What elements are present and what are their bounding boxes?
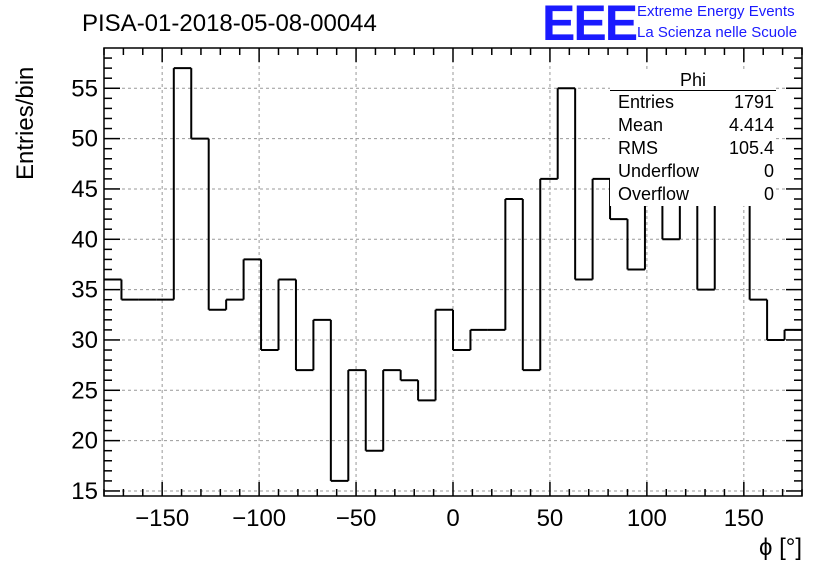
stats-value: 0 — [763, 184, 774, 204]
histogram-bin — [172, 67, 192, 300]
x-tick-label: −50 — [336, 505, 377, 532]
y-tick-label: 45 — [71, 176, 98, 203]
x-tick-label: −150 — [135, 505, 189, 532]
histogram-bin — [626, 219, 645, 271]
stats-label: Mean — [618, 115, 664, 135]
y-tick-label: 15 — [71, 478, 98, 505]
stats-value: 4.414 — [728, 115, 774, 135]
x-tick-label: 150 — [724, 505, 764, 532]
chart-title: PISA-01-2018-05-08-00044 — [82, 10, 377, 37]
stats-row-overflow: Overflow 0 — [610, 183, 776, 206]
histogram-bin — [277, 278, 296, 351]
logo-line-2: La Scienza nelle Scuole — [637, 24, 798, 41]
x-tick-label: −100 — [232, 505, 286, 532]
x-axis-label: ϕ [°] — [758, 534, 802, 561]
histogram-bin — [260, 259, 279, 352]
x-tick-label: 50 — [537, 505, 564, 532]
histogram-bin — [329, 319, 349, 482]
histogram-bin — [347, 369, 366, 481]
axis-tick-labels: −150 −100 −50 0 50 100 150 15 20 25 30 35 40 45 50 55 — [71, 75, 764, 532]
histogram-bin — [207, 138, 227, 311]
stats-row-rms: RMS 105.4 — [610, 137, 776, 160]
y-tick-label: 30 — [71, 327, 98, 354]
histogram-bin — [591, 177, 611, 280]
histogram-bin — [382, 369, 401, 451]
histogram-bin — [521, 199, 541, 372]
histogram-bin — [242, 258, 262, 300]
y-tick-label: 55 — [71, 75, 98, 102]
histogram-bin — [748, 199, 768, 301]
y-tick-label: 20 — [71, 428, 98, 455]
stats-divider — [610, 90, 776, 91]
stats-box: Phi Entries 1791 Mean 4.414 RMS 105.4 Un… — [610, 70, 776, 206]
histogram-bin — [469, 328, 488, 351]
y-tick-label: 25 — [71, 377, 98, 404]
histogram-bin — [120, 279, 139, 301]
stats-row-entries: Entries 1791 — [610, 91, 776, 114]
histogram-bin — [399, 370, 419, 382]
histogram-bin — [434, 308, 453, 401]
histogram-bin — [190, 68, 209, 140]
eee-logo: EEE — [542, 0, 638, 51]
histogram-bin — [417, 380, 436, 402]
x-tick-label: 0 — [446, 505, 459, 532]
histogram-bin — [539, 177, 558, 371]
stats-value: 1791 — [733, 92, 774, 112]
histogram-bin — [556, 87, 576, 179]
stats-title: Phi — [679, 70, 706, 90]
stats-row-underflow: Underflow 0 — [610, 160, 776, 183]
stats-label: Overflow — [618, 184, 690, 204]
histogram-bin — [504, 198, 523, 330]
histogram-bin — [766, 299, 785, 341]
y-tick-label: 50 — [71, 126, 98, 153]
y-tick-label: 35 — [71, 277, 98, 304]
histogram-bin — [294, 279, 314, 372]
x-tick-label: 100 — [627, 505, 667, 532]
histogram-bars — [104, 67, 802, 482]
histogram-bin — [364, 370, 384, 452]
stats-value: 105.4 — [728, 138, 774, 158]
stats-label: RMS — [618, 138, 658, 158]
histogram-bin — [452, 309, 471, 352]
y-tick-label: 40 — [71, 226, 98, 253]
stats-value: 0 — [763, 161, 774, 181]
histogram-bin — [225, 298, 244, 310]
stats-label: Underflow — [618, 161, 700, 181]
stats-label: Entries — [618, 92, 675, 112]
axis-ticks — [103, 48, 803, 496]
histogram-bin — [713, 198, 733, 290]
histogram-bin — [574, 88, 593, 281]
y-axis-label: Entries/bin — [12, 66, 39, 180]
histogram-bin — [783, 328, 802, 340]
stats-row-mean: Mean 4.414 — [610, 114, 776, 137]
histogram-bin — [312, 318, 331, 371]
logo-line-1: Extreme Energy Events — [637, 3, 795, 20]
